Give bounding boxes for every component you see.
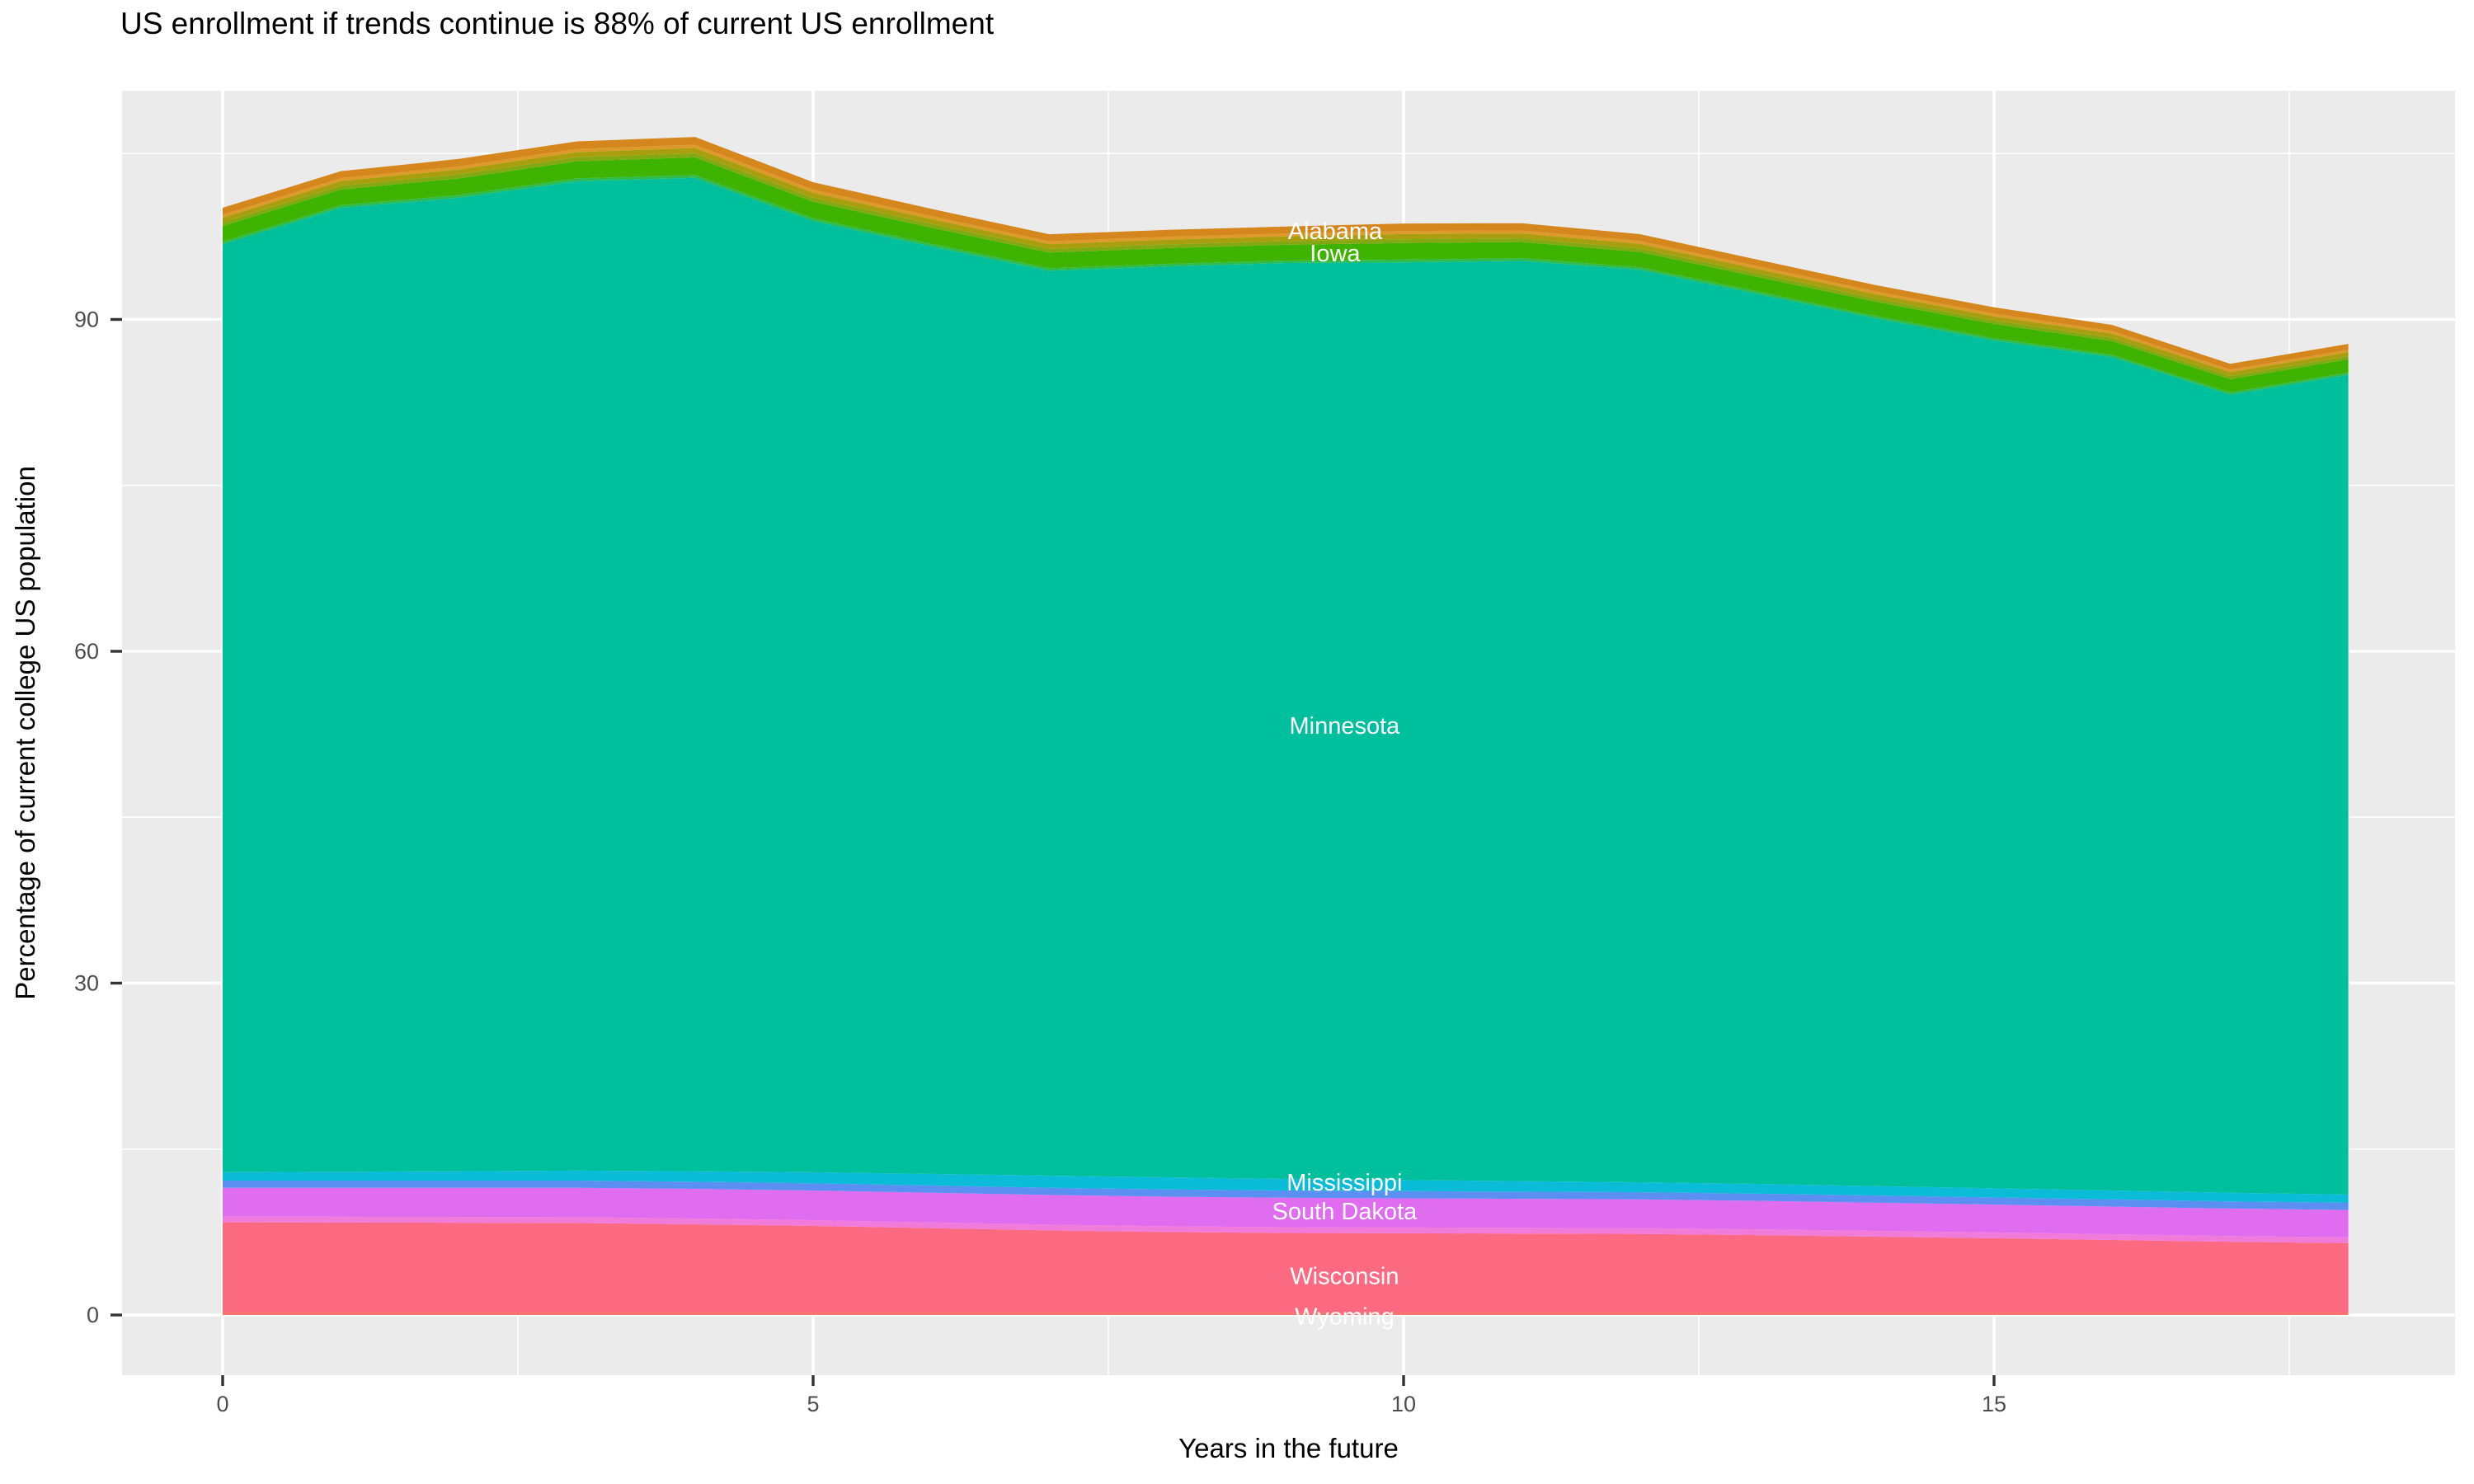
stacked-areas <box>223 137 2349 1315</box>
area-wyoming <box>223 1313 2349 1315</box>
area-unlabeled-thin-band-pink-blend <box>223 1216 2349 1243</box>
y-axis: 0 30 60 90 Percentage of current college US … <box>10 307 122 1327</box>
y-tick-label-0: 0 <box>87 1303 99 1327</box>
area-south-dakota <box>223 1187 2349 1237</box>
area-label-minnesota: Minnesota <box>1289 713 1400 740</box>
x-tick-label-2: 10 <box>1391 1392 1416 1416</box>
x-axis: 0 5 10 15 Years in the future <box>216 1375 2006 1463</box>
y-tick-label-2: 60 <box>74 639 99 664</box>
area-unlabeled-thin-band-blue-blend <box>223 1180 2349 1210</box>
area-label-iowa: Iowa <box>1310 241 1361 267</box>
area-label-alabama: Alabama <box>1288 218 1383 245</box>
y-tick-label-3: 90 <box>74 307 99 331</box>
area-mississippi <box>223 1170 2349 1203</box>
area-label-mississippi: Mississippi <box>1286 1170 1402 1196</box>
area-label-south-dakota: South Dakota <box>1272 1199 1418 1225</box>
x-axis-title: Years in the future <box>1178 1433 1399 1463</box>
area-minnesota <box>223 177 2349 1195</box>
area-label-wisconsin: Wisconsin <box>1290 1263 1399 1289</box>
area-wisconsin <box>223 1222 2349 1313</box>
x-tick-label-1: 5 <box>807 1392 819 1416</box>
area-label-wyoming: Wyoming <box>1295 1303 1395 1330</box>
x-tick-label-0: 0 <box>216 1392 228 1416</box>
area-iowa <box>223 157 2349 393</box>
y-axis-title: Percentage of current college US populat… <box>10 466 40 1000</box>
x-tick-label-3: 15 <box>1982 1392 2006 1416</box>
y-tick-label-1: 30 <box>74 970 99 995</box>
chart-title: US enrollment if trends continue is 88% … <box>120 7 995 40</box>
